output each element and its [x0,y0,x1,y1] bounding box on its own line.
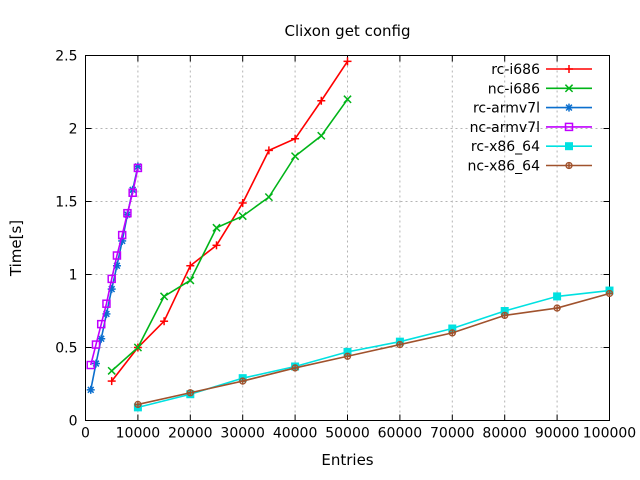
legend-entry-rc-x86_64: rc-x86_64 [471,139,592,155]
x-tick-label: 40000 [273,426,318,442]
legend-label: rc-i686 [491,62,540,78]
x-tick-label: 90000 [535,426,580,442]
x-tick-label: 80000 [482,426,527,442]
x-tick-label: 100000 [583,426,636,442]
series-nc-armv7l [86,163,143,370]
x-axis-label: Entries [321,451,374,469]
legend-entry-rc-armv7l: rc-armv7l [473,101,592,117]
legend-label: nc-x86_64 [467,159,540,175]
legend-label: nc-i686 [488,81,540,97]
legend-entry-rc-i686: rc-i686 [491,62,592,78]
axes [85,55,610,421]
x-tick-label: 50000 [325,426,370,442]
grid-lines [85,55,610,421]
y-tick-label: 1 [69,268,78,284]
chart-title: Clixon get config [284,22,411,40]
legend-entry-nc-x86_64: nc-x86_64 [467,159,592,175]
x-tick-label: 60000 [378,426,423,442]
x-tick-label: 0 [81,426,90,442]
y-tick-label: 2.5 [55,49,77,65]
legend: rc-i686 nc-i686 rc-armv7l nc-armv7l rc-x86_6… [467,62,592,175]
legend-label: rc-armv7l [473,101,540,117]
y-tick-label: 0 [69,414,78,430]
x-tick-label: 20000 [168,426,213,442]
x-tick-label: 10000 [116,426,161,442]
series-rc-armv7l [86,162,142,394]
tick-labels: 0 10000 20000 30000 40000 50000 60000 70000 8000… [55,49,636,442]
series-nc-i686 [107,95,352,375]
legend-entry-nc-armv7l: nc-armv7l [470,120,592,136]
y-tick-label: 0.5 [55,341,77,357]
legend-entry-nc-i686: nc-i686 [488,81,592,97]
x-tick-label: 70000 [430,426,475,442]
series-rc-x86_64 [133,286,614,412]
legend-label: rc-x86_64 [471,139,540,155]
series-nc-x86_64 [134,289,614,409]
y-tick-label: 2 [69,122,78,138]
legend-label: nc-armv7l [470,120,540,136]
y-tick-label: 1.5 [55,195,77,211]
x-tick-label: 30000 [220,426,265,442]
series-rc-i686 [107,57,352,386]
